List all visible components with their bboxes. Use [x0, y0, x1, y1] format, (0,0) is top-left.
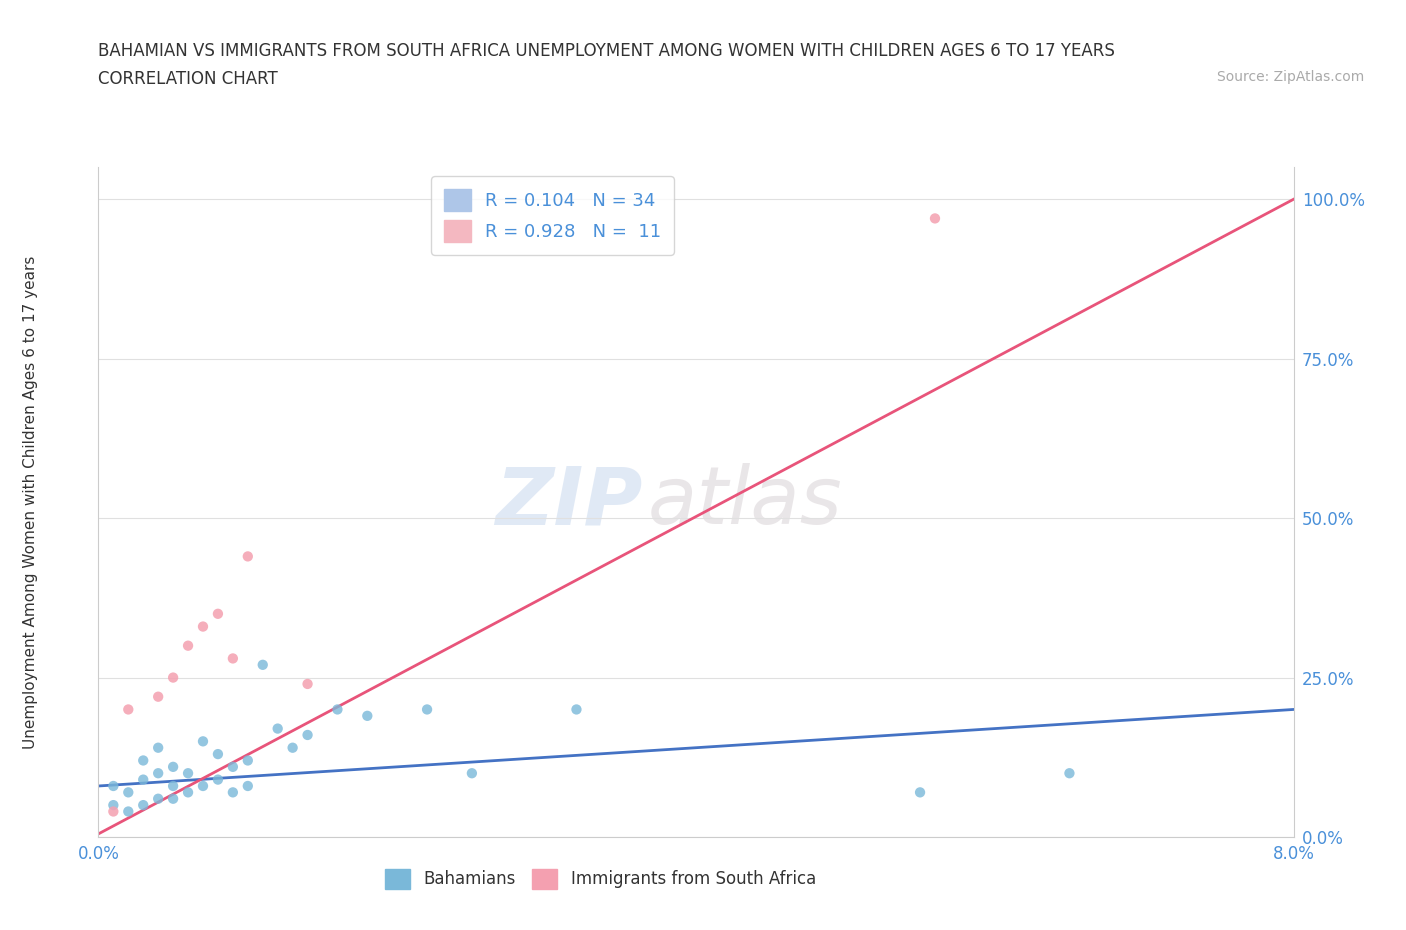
Point: [132, 772, 155, 787]
Point: [924, 211, 946, 226]
Point: [207, 772, 229, 787]
Point: [148, 791, 170, 806]
Point: [103, 778, 125, 793]
Point: [132, 753, 155, 768]
Point: [103, 798, 125, 813]
Point: [177, 638, 200, 653]
Point: [191, 619, 214, 634]
Point: [356, 709, 378, 724]
Point: [117, 702, 139, 717]
Point: [222, 651, 245, 666]
Point: [148, 765, 170, 780]
Point: [281, 740, 304, 755]
Point: [252, 658, 274, 672]
Point: [191, 734, 214, 749]
Point: [132, 798, 155, 813]
Point: [207, 606, 229, 621]
Point: [1059, 765, 1081, 780]
Point: [326, 702, 349, 717]
Point: [236, 753, 259, 768]
Point: [148, 689, 170, 704]
Text: ZIP: ZIP: [495, 463, 643, 541]
Point: [267, 721, 290, 736]
Text: CORRELATION CHART: CORRELATION CHART: [98, 70, 278, 87]
Point: [117, 804, 139, 819]
Point: [162, 778, 184, 793]
Point: [103, 804, 125, 819]
Point: [162, 760, 184, 775]
Point: [148, 740, 170, 755]
Legend: Bahamians, Immigrants from South Africa: Bahamians, Immigrants from South Africa: [378, 862, 823, 896]
Point: [297, 676, 319, 691]
Point: [162, 791, 184, 806]
Text: Unemployment Among Women with Children Ages 6 to 17 years: Unemployment Among Women with Children A…: [24, 256, 38, 749]
Point: [222, 785, 245, 800]
Point: [236, 778, 259, 793]
Point: [461, 765, 484, 780]
Point: [117, 785, 139, 800]
Text: Source: ZipAtlas.com: Source: ZipAtlas.com: [1216, 70, 1364, 84]
Point: [297, 727, 319, 742]
Point: [207, 747, 229, 762]
Point: [162, 671, 184, 685]
Point: [191, 778, 214, 793]
Point: [177, 765, 200, 780]
Text: atlas: atlas: [648, 463, 844, 541]
Point: [565, 702, 588, 717]
Point: [177, 785, 200, 800]
Point: [908, 785, 931, 800]
Point: [222, 760, 245, 775]
Point: [236, 549, 259, 564]
Text: BAHAMIAN VS IMMIGRANTS FROM SOUTH AFRICA UNEMPLOYMENT AMONG WOMEN WITH CHILDREN : BAHAMIAN VS IMMIGRANTS FROM SOUTH AFRICA…: [98, 42, 1115, 60]
Point: [416, 702, 439, 717]
